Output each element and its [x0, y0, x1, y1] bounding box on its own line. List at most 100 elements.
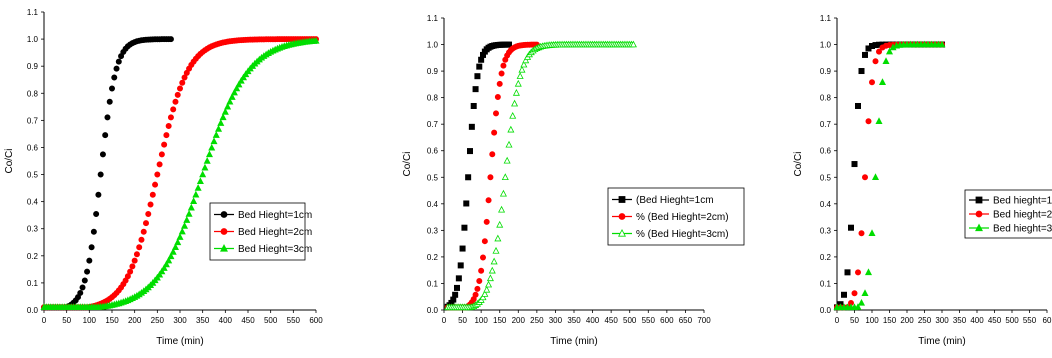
y-tick-label: 1.1 [427, 14, 439, 23]
legend-label: Bed Hieght=3cm [238, 244, 312, 255]
x-tick-label: 150 [493, 316, 507, 325]
data-point [104, 114, 111, 121]
data-point [102, 132, 109, 139]
data-point [167, 114, 174, 121]
data-point [858, 230, 865, 237]
data-point [512, 88, 520, 96]
data-point [496, 220, 504, 228]
x-tick-label: 250 [918, 316, 932, 325]
data-point [174, 238, 182, 246]
series-1 [444, 41, 513, 310]
data-point [862, 174, 869, 181]
data-point [99, 151, 106, 158]
data-point [485, 280, 493, 288]
data-point [876, 48, 883, 55]
x-tick-label: 0 [835, 316, 840, 325]
data-point [465, 174, 472, 181]
data-point [454, 284, 461, 291]
data-point [509, 111, 517, 119]
data-point [161, 141, 168, 148]
data-point [239, 73, 247, 81]
data-point [474, 285, 481, 292]
y-tick-label: 1.0 [427, 41, 439, 50]
series-3 [444, 40, 637, 311]
y-tick-label: 0.3 [27, 225, 39, 234]
legend-marker [975, 196, 983, 204]
data-point [488, 266, 496, 274]
data-point [131, 257, 138, 264]
data-point [203, 157, 211, 164]
legend-item: Bed hieght=1cm [969, 196, 1052, 207]
x-tick-label: 600 [309, 316, 323, 325]
x-axis-title: Time (min) [156, 336, 203, 347]
x-tick-label: 0 [442, 316, 447, 325]
y-tick-label: 0.8 [27, 89, 39, 98]
x-tick-label: 650 [679, 316, 693, 325]
data-point [221, 107, 229, 115]
legend-label: % (Bed Hieght=2cm) [636, 212, 729, 223]
data-point [88, 244, 95, 251]
legend: Bed hieght=1cm Bed hieght=2cm Bed hieght=3… [964, 189, 1052, 239]
data-point [938, 40, 946, 48]
data-point [129, 263, 136, 270]
data-point [192, 190, 200, 198]
data-point [79, 284, 86, 291]
data-point [855, 102, 862, 109]
breakthrough-chart-1: 0 50 100 150 200 250 300 350 400 450 500 550 600 0.0 0… [4, 8, 323, 347]
series-3 [40, 36, 320, 311]
x-axis-title: Time (min) [918, 336, 965, 347]
data-point [187, 203, 195, 211]
data-point [854, 303, 862, 310]
y-tick-label: 1.1 [820, 14, 832, 23]
data-point [181, 222, 189, 229]
x-tick-label: 500 [264, 316, 278, 325]
legend-label: Bed hieght=2cm [993, 210, 1052, 221]
y-tick-label: 0.1 [820, 279, 832, 288]
y-tick-label: 1.1 [27, 8, 39, 17]
data-point [481, 238, 488, 245]
y-tick-label: 0.9 [27, 62, 39, 71]
x-tick-label: 400 [970, 316, 984, 325]
data-point [868, 229, 876, 237]
y-axis-title: Co/Ci [4, 148, 15, 173]
legend-item: Bed Hieght=3cm [214, 244, 312, 255]
data-point [885, 47, 894, 55]
legend-marker [618, 229, 626, 237]
data-point [855, 269, 862, 276]
data-point [215, 124, 223, 132]
legend-marker [618, 196, 626, 203]
data-point [472, 291, 479, 298]
data-point [145, 211, 152, 218]
x-tick-label: 50 [458, 316, 467, 325]
y-axis-title: Co/Ci [793, 151, 804, 176]
data-point [882, 57, 890, 65]
data-point [503, 156, 511, 164]
legend-label: Bed hieght=1cm [993, 196, 1052, 207]
y-tick-label: 0.0 [27, 306, 39, 315]
data-point [457, 262, 464, 269]
y-tick-label: 0.0 [427, 306, 439, 315]
data-point [516, 72, 524, 79]
data-point [522, 56, 530, 64]
y-tick-label: 0.0 [820, 306, 832, 315]
data-point [165, 123, 172, 130]
data-point [190, 197, 198, 205]
data-point [212, 131, 220, 138]
data-point [152, 181, 159, 188]
data-point [158, 151, 165, 158]
legend-item: Bed hieght=2cm [969, 210, 1052, 221]
y-tick-label: 0.9 [820, 67, 832, 76]
data-point [196, 177, 204, 185]
data-point [163, 132, 170, 139]
y-tick-label: 0.4 [27, 198, 39, 207]
data-point [133, 251, 140, 258]
data-point [499, 189, 507, 197]
data-point [500, 62, 507, 69]
series-2 [834, 41, 945, 311]
data-point [518, 65, 526, 73]
x-tick-label: 450 [988, 316, 1002, 325]
data-point [479, 293, 487, 301]
x-tick-label: 550 [287, 316, 301, 325]
data-point [878, 78, 887, 85]
x-tick-label: 350 [196, 316, 210, 325]
